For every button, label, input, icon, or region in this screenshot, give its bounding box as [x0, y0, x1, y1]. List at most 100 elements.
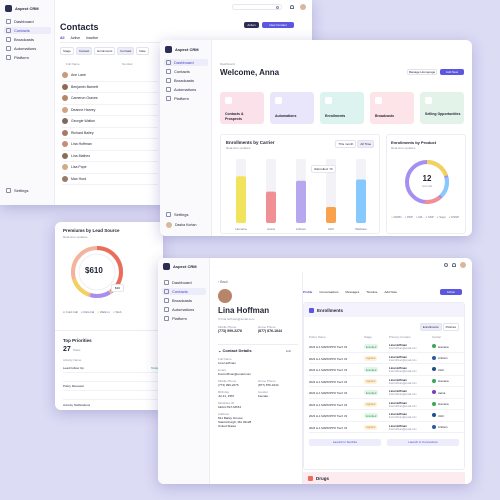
tab-active[interactable]: Active: [70, 36, 81, 40]
sidebar-item-dashboard[interactable]: Dashboard: [162, 279, 206, 286]
carrier-logo-icon: [432, 355, 436, 360]
table-row[interactable]: 2023 H-1 MAPD/PPO Tier2 V2 Enrolled Lina H…: [309, 341, 464, 353]
table-row[interactable]: Ann Lane: [62, 70, 158, 82]
table-row[interactable]: Lina Mathes: [62, 151, 158, 162]
sidebar-item-contacts[interactable]: Contacts: [162, 288, 206, 295]
sidebar-item-contacts[interactable]: Contacts: [4, 27, 51, 34]
sidebar-settings[interactable]: Settings: [164, 212, 188, 217]
sidebar-user[interactable]: Dasha Kortan: [164, 222, 196, 228]
tab-timeline[interactable]: Timeline: [366, 290, 378, 294]
table-row[interactable]: Max Hurd: [62, 174, 158, 185]
sidebar-item-dashboard[interactable]: Dashboard: [4, 18, 51, 25]
carrier-name: Anthem: [438, 356, 448, 360]
tab-conversations[interactable]: Conversations: [319, 290, 339, 294]
table-row[interactable]: Lina Hoffman: [62, 139, 158, 151]
tile-selling-opportunities[interactable]: Selling Opportunities: [420, 92, 464, 124]
table-row[interactable]: Richard Bailey: [62, 128, 158, 139]
segment-policies[interactable]: Policies: [442, 323, 459, 331]
tab-all[interactable]: All: [60, 36, 65, 40]
table-row[interactable]: 2023 H-1 MAPD/PPO Tier2 V2 Applied Lina Ho…: [309, 422, 464, 433]
bar-anthem[interactable]: [296, 180, 306, 223]
sidebar-item-broadcasts[interactable]: Broadcasts: [162, 297, 206, 304]
bar-uhc[interactable]: [326, 207, 336, 223]
table-row[interactable]: 2023 H-1 MAPD/PPO Tier2 V2 Applied Lina Ho…: [309, 399, 464, 410]
table-row[interactable]: 2023 H-1 MAPD/PPO Tier2 V2 Applied Lina Ho…: [309, 376, 464, 387]
carrier-logo-icon: [432, 367, 436, 371]
sidebar-item-dashboard[interactable]: Dashboard: [164, 59, 208, 66]
tile-broadcasts[interactable]: Broadcasts: [370, 92, 414, 124]
table-row[interactable]: Benjamin Barnett: [62, 82, 158, 93]
segment-enrollments[interactable]: Enrollments: [419, 323, 442, 331]
contact-fields: Full Name Lina Hoffman Email lina.hoffman@…: [218, 357, 258, 430]
sidebar-item-broadcasts[interactable]: Broadcasts: [4, 36, 51, 43]
list-item[interactable]: [63, 391, 159, 400]
bar-humana[interactable]: [236, 176, 246, 223]
action-button[interactable]: Action: [244, 22, 259, 28]
action-button[interactable]: Action: [440, 289, 462, 295]
bar-wellcare[interactable]: [356, 179, 366, 223]
sidebar-item-platform[interactable]: Platform: [4, 54, 51, 61]
sidebar-item-broadcasts[interactable]: Broadcasts: [164, 77, 208, 84]
bell-icon[interactable]: [452, 263, 456, 267]
list-item[interactable]: Annuity Notifications: [63, 402, 91, 407]
app-logo[interactable]: Aspect CRM: [5, 5, 39, 12]
sidebar-item-contacts[interactable]: Contacts: [164, 68, 208, 75]
table-row[interactable]: 2023 H-1 MAPD/PPO Tier2 V2 Enrolled Lina H…: [309, 410, 464, 422]
app-logo[interactable]: Aspect CRM: [163, 263, 197, 270]
new-contact-button[interactable]: New Contact: [262, 22, 294, 28]
breadcrumb[interactable]: Dashboard: [220, 62, 235, 66]
sidebar-settings[interactable]: Settings: [4, 188, 28, 193]
filter-date[interactable]: Date: [136, 47, 149, 55]
premiums-tooltip: $30: [111, 284, 125, 292]
filter-formats[interactable]: Formats: [117, 47, 135, 55]
tile-automations[interactable]: Automations: [270, 92, 314, 124]
avatar[interactable]: [460, 262, 466, 268]
tab-profile[interactable]: Profile: [303, 290, 313, 294]
search-input[interactable]: [232, 4, 282, 10]
table-row[interactable]: Lisa Pope: [62, 162, 158, 174]
stage-badge: Applied: [364, 378, 378, 384]
sidebar-item-automations[interactable]: Automations: [4, 45, 51, 52]
premiums-donut: [71, 246, 123, 298]
tab-inactive[interactable]: Inactive: [86, 36, 99, 40]
filter-contact[interactable]: Contact: [75, 47, 93, 55]
launch-sunfire-button[interactable]: Launch in SunFire: [309, 439, 381, 446]
table-row[interactable]: Cameron Graves: [62, 93, 158, 105]
add-new-button[interactable]: Add New: [440, 69, 464, 75]
analytics-window: Premiums by Lead Source Real-time update…: [55, 222, 163, 410]
sidebar-item-platform[interactable]: Platform: [162, 315, 206, 322]
users-icon: [225, 97, 232, 104]
tab-messages[interactable]: Messages: [345, 290, 360, 294]
avatar[interactable]: [300, 4, 306, 10]
list-item[interactable]: Lead Follow Up Today: [63, 364, 159, 373]
edit-button[interactable]: Edit: [286, 349, 292, 353]
sidebar-item-automations[interactable]: Automations: [162, 306, 206, 313]
drugs-header[interactable]: Drugs: [303, 472, 465, 484]
bar-aetna[interactable]: [266, 191, 276, 223]
table-row[interactable]: 2023 H-1 MAPD/PPO Tier2 V2 Enrolled Lina H…: [309, 387, 464, 399]
filter-stage[interactable]: Stage: [60, 47, 74, 55]
back-link[interactable]: ‹ Back: [218, 280, 228, 284]
list-item[interactable]: [63, 373, 159, 382]
manage-homepage-button[interactable]: Manage Homepage: [407, 69, 437, 75]
tile-enrollments[interactable]: Enrollments: [320, 92, 364, 124]
table-row[interactable]: 2023 H-1 MAPD/PPO Tier2 V2 Enrolled Lina H…: [309, 364, 464, 376]
app-logo[interactable]: Aspect CRM: [165, 46, 199, 53]
bell-icon[interactable]: [290, 5, 294, 9]
filter-enrolments[interactable]: Enrolments: [94, 47, 116, 55]
period-this-month[interactable]: This month: [335, 140, 357, 148]
list-item[interactable]: Policy Renewal: [63, 382, 159, 391]
home-phone-block: Home Phone (877) 876-1644: [258, 325, 282, 333]
launch-connecture-button[interactable]: Launch in Connecture: [387, 439, 459, 446]
megaphone-icon: [6, 37, 11, 42]
period-all-time[interactable]: All Time: [357, 140, 374, 148]
table-row[interactable]: Deanne Harvey: [62, 105, 158, 116]
tile-contacts[interactable]: Contacts & Prospects: [220, 92, 264, 124]
search-icon[interactable]: [444, 263, 448, 267]
gear-icon: [166, 212, 171, 217]
sidebar-item-platform[interactable]: Platform: [164, 95, 208, 102]
table-row[interactable]: 2023 H-1 MAPD/PPO Tier2 V2 Applied Lina Ho…: [309, 353, 464, 364]
tab-add-note[interactable]: Add Note: [384, 290, 397, 294]
table-row[interactable]: Georgie Walton: [62, 116, 158, 128]
sidebar-item-automations[interactable]: Automations: [164, 86, 208, 93]
